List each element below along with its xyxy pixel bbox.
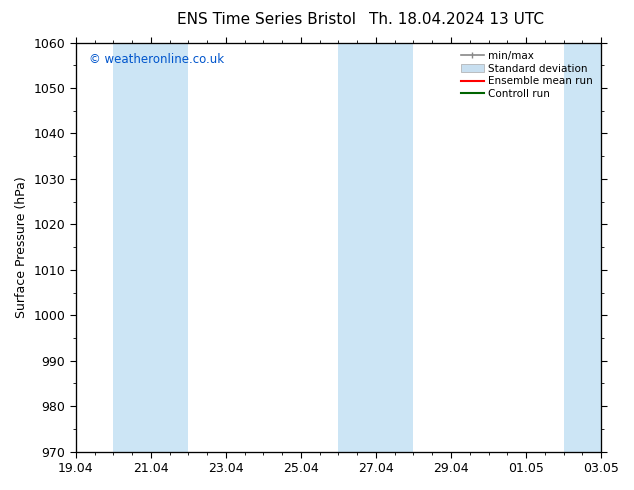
- Bar: [339, 43, 413, 452]
- Y-axis label: Surface Pressure (hPa): Surface Pressure (hPa): [15, 176, 28, 318]
- Text: ENS Time Series Bristol: ENS Time Series Bristol: [177, 12, 356, 27]
- Text: Th. 18.04.2024 13 UTC: Th. 18.04.2024 13 UTC: [369, 12, 544, 27]
- Text: © weatheronline.co.uk: © weatheronline.co.uk: [89, 53, 224, 66]
- Legend: min/max, Standard deviation, Ensemble mean run, Controll run: min/max, Standard deviation, Ensemble me…: [458, 48, 596, 102]
- Bar: [113, 43, 188, 452]
- Bar: [564, 43, 601, 452]
